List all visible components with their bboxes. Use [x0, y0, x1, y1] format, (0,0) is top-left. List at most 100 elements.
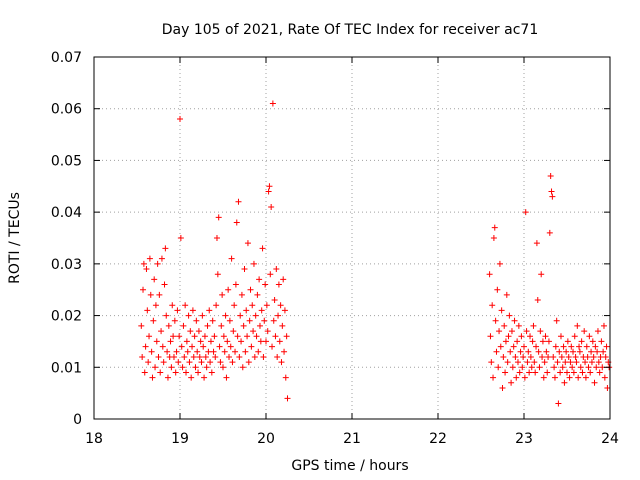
- data-point: [248, 343, 255, 350]
- data-point: [588, 359, 595, 366]
- data-point: [181, 353, 188, 360]
- data-point: [140, 286, 147, 293]
- data-point: [570, 369, 577, 376]
- data-point: [564, 369, 570, 376]
- data-point: [547, 172, 554, 179]
- data-point: [495, 364, 502, 371]
- data-point: [283, 333, 290, 340]
- data-point: [561, 379, 568, 386]
- y-tick-label: 0.03: [51, 257, 82, 273]
- data-point: [150, 317, 157, 324]
- data-point: [139, 353, 146, 360]
- data-point: [206, 307, 213, 314]
- data-point: [281, 348, 288, 355]
- data-point: [171, 317, 178, 324]
- data-point: [167, 338, 174, 345]
- data-point: [568, 343, 575, 350]
- data-point: [556, 348, 563, 355]
- data-point: [555, 400, 562, 407]
- data-point: [185, 312, 192, 319]
- data-point: [138, 322, 145, 329]
- data-point: [182, 302, 189, 309]
- data-point: [260, 353, 267, 360]
- data-point: [223, 374, 230, 381]
- data-point: [584, 353, 591, 360]
- data-point: [529, 338, 536, 345]
- data-point: [230, 328, 237, 335]
- data-point: [501, 322, 508, 329]
- data-point: [545, 353, 552, 360]
- data-point: [143, 266, 150, 273]
- data-point: [241, 266, 248, 273]
- data-point: [603, 343, 610, 350]
- data-point: [194, 348, 201, 355]
- data-point: [146, 255, 153, 262]
- data-point: [499, 384, 506, 391]
- data-point: [253, 333, 260, 340]
- data-point: [213, 235, 220, 241]
- data-point: [280, 276, 287, 283]
- data-point: [579, 369, 586, 376]
- data-point: [279, 322, 286, 329]
- data-point: [528, 364, 535, 371]
- data-point: [521, 374, 528, 381]
- data-point: [195, 328, 202, 335]
- data-point: [597, 353, 604, 360]
- data-point: [565, 353, 572, 360]
- data-point: [173, 348, 180, 355]
- data-point: [267, 271, 274, 278]
- data-point: [249, 302, 256, 309]
- data-point: [554, 359, 561, 366]
- data-point: [238, 291, 245, 298]
- data-point: [585, 364, 592, 371]
- data-point: [256, 276, 263, 283]
- data-point: [186, 359, 193, 366]
- y-tick-label: 0.01: [51, 360, 82, 376]
- data-point: [576, 343, 583, 350]
- data-point: [502, 338, 509, 345]
- data-point: [275, 312, 282, 319]
- data-point: [539, 353, 546, 360]
- data-point: [179, 364, 186, 371]
- data-point: [156, 291, 163, 298]
- data-point: [526, 369, 533, 376]
- data-point: [263, 338, 269, 345]
- data-point: [172, 369, 179, 376]
- x-tick-label: 20: [257, 431, 275, 447]
- data-point: [250, 328, 257, 335]
- data-point: [259, 245, 266, 252]
- data-point: [532, 369, 539, 376]
- y-tick-label: 0.02: [51, 309, 82, 325]
- data-point: [146, 333, 153, 340]
- data-point: [515, 322, 522, 329]
- data-point: [198, 359, 205, 366]
- data-point: [505, 333, 512, 340]
- data-point: [590, 353, 597, 360]
- data-point: [178, 343, 185, 350]
- data-point: [527, 353, 534, 360]
- data-point: [225, 286, 232, 293]
- data-point: [558, 353, 565, 360]
- data-point: [220, 333, 227, 340]
- data-point: [553, 317, 560, 324]
- data-point: [557, 369, 564, 376]
- data-point: [492, 317, 499, 324]
- data-point: [205, 348, 212, 355]
- data-point: [224, 338, 231, 345]
- data-point: [218, 322, 225, 329]
- data-point: [531, 359, 538, 366]
- data-point: [176, 333, 183, 340]
- y-axis-label: ROTI / TECUs: [7, 192, 23, 284]
- data-point: [592, 343, 599, 350]
- data-point: [498, 307, 505, 314]
- data-point: [508, 379, 515, 386]
- data-point: [533, 240, 540, 247]
- axis-ticks: [93, 56, 611, 420]
- data-point: [488, 359, 495, 366]
- data-point: [576, 348, 583, 355]
- data-point: [161, 281, 168, 288]
- data-point: [180, 322, 187, 329]
- data-point: [159, 343, 166, 350]
- data-point: [559, 364, 566, 371]
